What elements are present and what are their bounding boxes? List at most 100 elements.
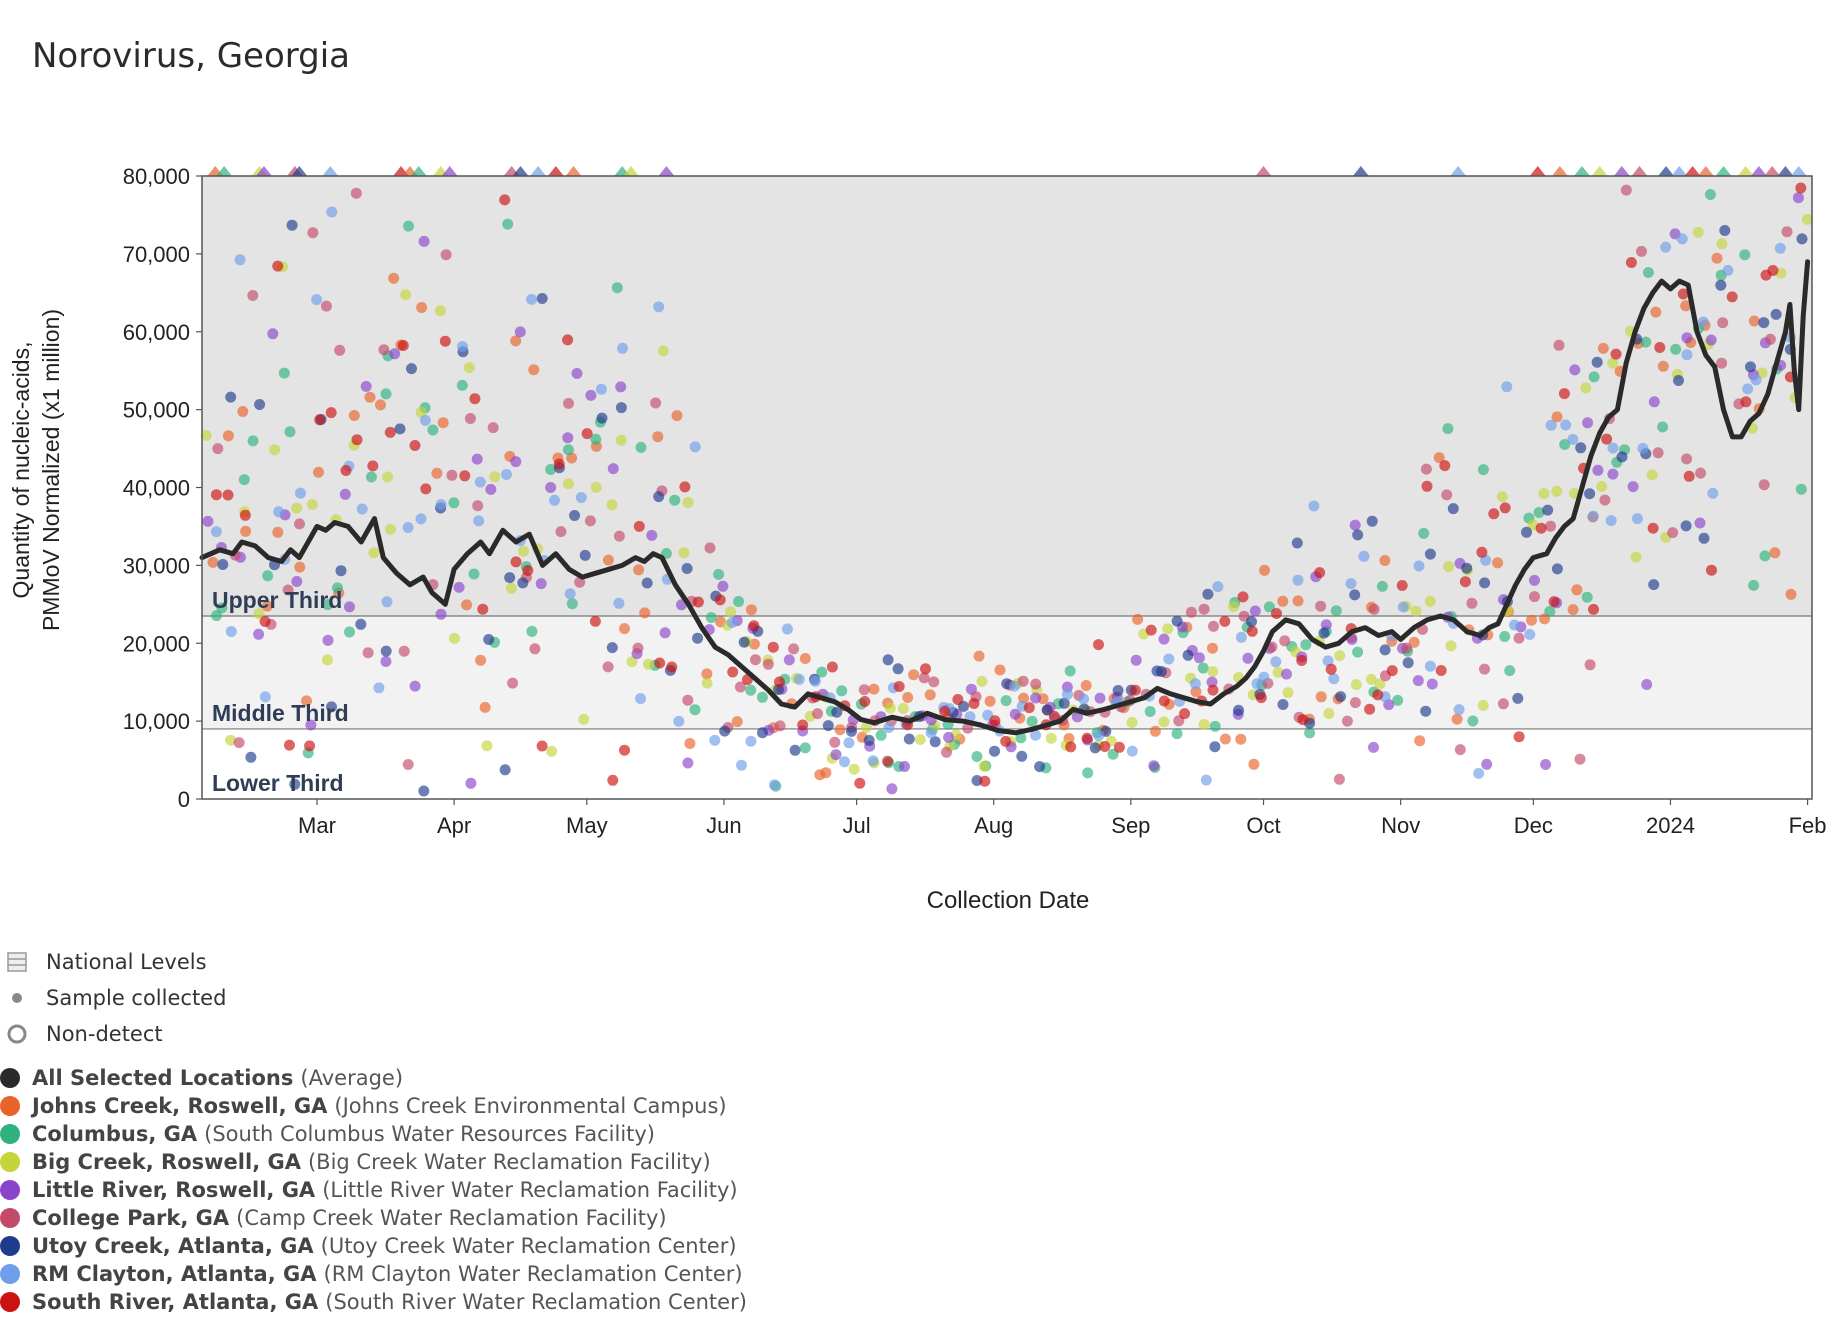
sample-point (1207, 642, 1218, 654)
sample-point (1209, 741, 1221, 753)
sample-point (398, 645, 410, 657)
sample-point (247, 435, 259, 447)
sample-point (1081, 732, 1093, 744)
sample-point (289, 778, 301, 790)
y-tick-label: 10,000 (123, 709, 190, 734)
sample-point (304, 740, 316, 752)
legend-item-location[interactable]: RM Clayton, Atlanta, GA (RM Clayton Wate… (0, 1260, 747, 1288)
sample-point (745, 684, 757, 696)
sample-point (325, 407, 337, 419)
sample-point (788, 643, 800, 655)
average-line (199, 259, 1811, 736)
legend-item-location[interactable]: Columbus, GA (South Columbus Water Resou… (0, 1120, 747, 1148)
chart-title: Norovirus, Georgia (32, 36, 351, 76)
sample-point (1479, 663, 1490, 675)
off-scale-marker (1255, 166, 1272, 176)
sample-point (989, 715, 1001, 727)
legend-item-location[interactable]: Johns Creek, Roswell, GA (Johns Creek En… (0, 1092, 747, 1120)
sample-point (745, 604, 757, 616)
sample-point (1368, 741, 1379, 753)
sample-point (340, 465, 352, 476)
sample-point (388, 272, 400, 284)
legend-item-location[interactable]: South River, Atlanta, GA (South River Wa… (0, 1288, 747, 1316)
sample-point (238, 474, 250, 486)
sample-point (1477, 699, 1489, 711)
sample-point (437, 417, 449, 429)
sample-point (1093, 730, 1105, 741)
sample-point (463, 362, 475, 374)
sample-point (1560, 419, 1572, 431)
sample-point (362, 647, 374, 659)
sample-point (635, 693, 646, 705)
sample-point (1553, 339, 1565, 351)
legend-item-average[interactable]: All Selected Locations (Average) (0, 1064, 747, 1092)
sample-point (1533, 507, 1545, 518)
sample-point (943, 731, 955, 743)
sample-point (671, 410, 683, 422)
legend-item-location[interactable]: Utoy Creek, Atlanta, GA (Utoy Creek Wate… (0, 1232, 747, 1260)
sample-point (831, 706, 843, 718)
sample-point (1093, 639, 1104, 651)
sample-point (313, 466, 324, 478)
sample-point (212, 443, 224, 455)
sample-collected-label: Sample collected (46, 986, 227, 1010)
sample-point (1538, 488, 1550, 500)
legend-item-location[interactable]: Little River, Roswell, GA (Little River … (0, 1176, 747, 1204)
sample-point (272, 260, 284, 272)
sample-point (1426, 678, 1438, 690)
sample-point (394, 423, 406, 435)
sample-point (1764, 333, 1776, 345)
sample-point (1408, 636, 1420, 648)
sample-point (1018, 692, 1030, 704)
sample-point (562, 432, 574, 444)
x-axis: Mar Apr May Jun Jul Aug Sep Oct Nov Dec 2024 Feb (298, 799, 1827, 838)
sample-point (1228, 601, 1240, 613)
sample-point (726, 617, 738, 628)
sample-point (1497, 698, 1509, 710)
legend-locations: All Selected Locations (Average) Johns C… (0, 1064, 747, 1316)
legend-item-name: Big Creek, Roswell, GA (32, 1150, 301, 1174)
legend-item-location[interactable]: Big Creek, Roswell, GA (Big Creek Water … (0, 1148, 747, 1176)
sample-point (1642, 267, 1654, 278)
sample-point (1499, 631, 1511, 642)
sample-point (320, 300, 332, 312)
sample-point (1770, 308, 1782, 320)
sample-point (529, 643, 541, 655)
sample-point (286, 219, 298, 231)
legend-item-detail: (Little River Water Reclamation Facility… (322, 1178, 738, 1202)
sample-point (1219, 733, 1231, 745)
sample-point (682, 757, 694, 769)
sample-point (222, 430, 234, 442)
legend-national-levels[interactable]: National Levels (0, 944, 226, 980)
sample-point (1476, 546, 1488, 558)
sample-point (1200, 774, 1212, 786)
sample-point (884, 702, 896, 714)
sample-point (406, 363, 417, 375)
sample-point (606, 499, 618, 511)
sample-point (1094, 692, 1106, 704)
sample-point (826, 661, 838, 673)
sample-point (1396, 580, 1408, 591)
x-tick-label: Mar (298, 813, 336, 838)
sample-point (273, 506, 285, 518)
sample-point (1345, 578, 1357, 590)
sample-point (1364, 703, 1376, 715)
off-scale-marker (1450, 166, 1467, 176)
sample-point (1574, 753, 1586, 765)
sample-point (307, 227, 319, 239)
sample-point (1207, 684, 1219, 696)
sample-point (1292, 595, 1304, 607)
sample-point (384, 426, 396, 438)
y-tick-label: 20,000 (123, 631, 190, 656)
legend-markers: National Levels Sample collected Non-det… (0, 944, 226, 1052)
x-tick-label: Oct (1246, 813, 1280, 838)
sample-point (1801, 213, 1813, 225)
off-scale-marker (1613, 166, 1630, 176)
legend-item-location[interactable]: College Park, GA (Camp Creek Water Recla… (0, 1204, 747, 1232)
sample-point (848, 763, 860, 775)
sample-point (816, 666, 828, 678)
sample-point (1694, 517, 1706, 529)
sample-point (1379, 555, 1391, 566)
legend-item-name: College Park, GA (32, 1206, 230, 1230)
sample-point (1477, 464, 1489, 476)
